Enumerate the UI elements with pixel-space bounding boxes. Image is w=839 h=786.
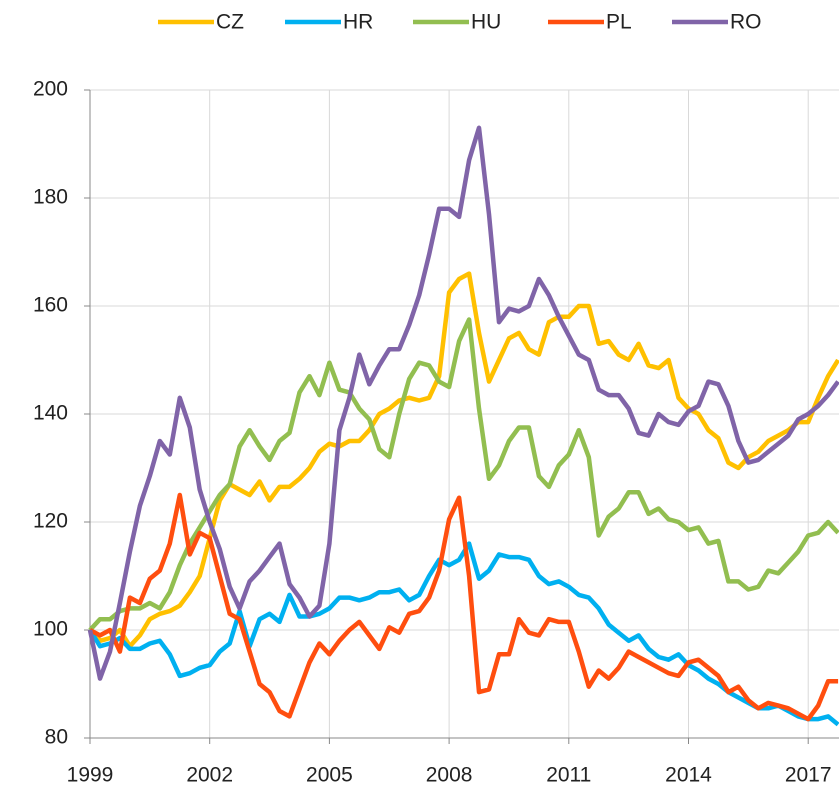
legend-label: CZ [216, 11, 244, 34]
x-tick-label: 2002 [186, 764, 233, 786]
y-tick-label: 120 [33, 510, 68, 533]
y-tick-label: 180 [33, 186, 68, 209]
x-tick-label: 1999 [67, 764, 114, 786]
series-line [87, 125, 839, 681]
series-line [88, 271, 839, 649]
series-line [88, 317, 839, 632]
legend-label: PL [606, 11, 632, 34]
legend-label: RO [730, 11, 762, 34]
x-tick-label: 2014 [665, 764, 712, 786]
y-tick-label: 160 [33, 294, 68, 317]
legend-label: HR [343, 11, 373, 34]
x-tick-label: 2008 [426, 764, 473, 786]
legend-label: HU [471, 11, 501, 34]
x-tick-label: 2011 [546, 764, 591, 786]
x-tick-label: 2005 [306, 764, 353, 786]
y-tick-label: 80 [45, 726, 68, 749]
y-tick-label: 140 [33, 402, 68, 425]
y-tick-label: 100 [33, 618, 68, 641]
series-line [88, 492, 839, 722]
x-tick-label: 2017 [785, 764, 832, 786]
plot-lines [87, 125, 839, 727]
y-tick-label: 200 [33, 78, 68, 101]
